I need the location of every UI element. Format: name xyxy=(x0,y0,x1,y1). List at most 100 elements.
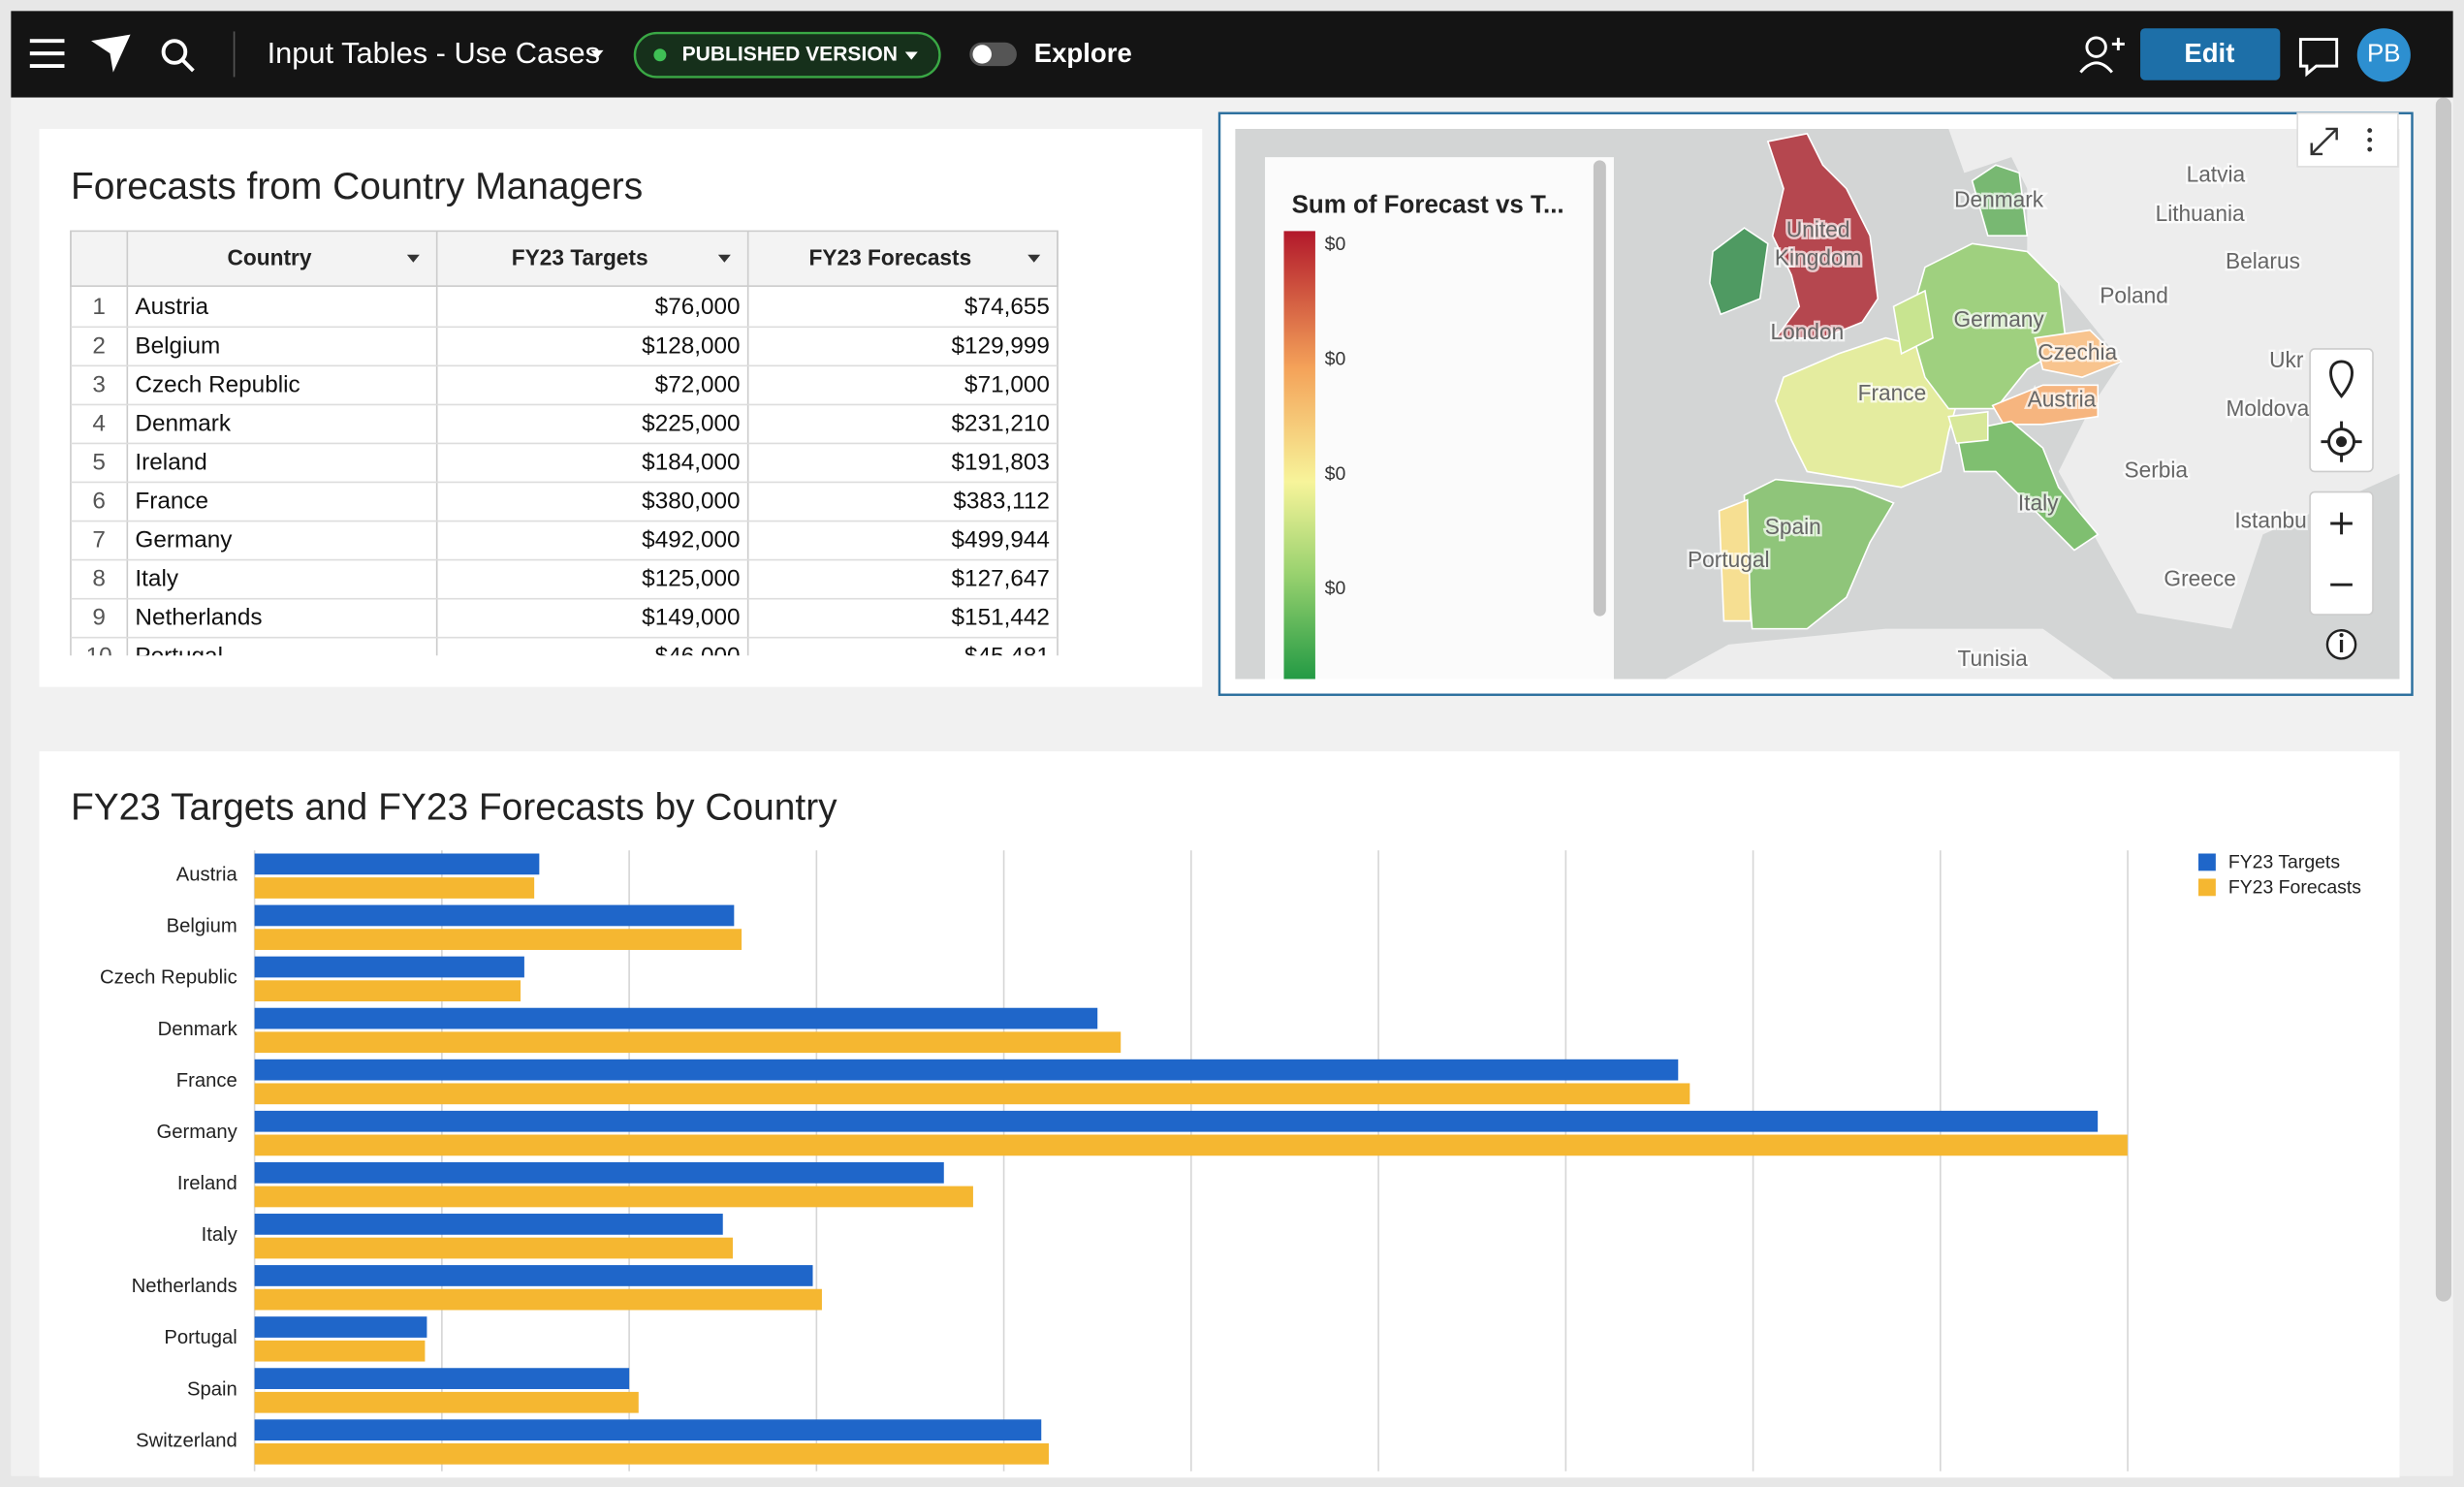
cell: Austria xyxy=(135,294,208,320)
legend-swatch xyxy=(2198,853,2216,871)
legend-label: $0 xyxy=(1325,348,1346,369)
map-legend xyxy=(1265,157,1614,680)
map-label: Latvia xyxy=(2187,162,2246,187)
cell: $492,000 xyxy=(642,527,740,554)
zoom-controls xyxy=(2309,490,2374,616)
pin-button[interactable] xyxy=(2329,360,2353,398)
map: Latvia Lithuania Denmark United Kingdom Londo… xyxy=(1235,128,2400,680)
cell: $127,647 xyxy=(952,566,1050,592)
cell: $46,000 xyxy=(655,644,741,670)
version-caret[interactable] xyxy=(904,51,918,60)
locate-button[interactable] xyxy=(2321,421,2362,462)
zoom-in[interactable] xyxy=(2330,512,2353,535)
legend-gradient xyxy=(1283,231,1315,680)
menu-icon[interactable] xyxy=(29,39,65,69)
search-icon[interactable] xyxy=(161,39,195,73)
legend-label: $0 xyxy=(1325,234,1346,255)
bar xyxy=(254,1186,973,1208)
status-dot xyxy=(653,48,667,62)
bar xyxy=(254,904,735,927)
legend-label: FY23 Forecasts xyxy=(2228,876,2361,898)
map-label: Moldova xyxy=(2226,395,2309,421)
y-tick-label: Ireland xyxy=(177,1173,237,1194)
map-label: Kingdom xyxy=(1775,245,1862,270)
map-label: Italy xyxy=(2018,490,2059,516)
explore-label[interactable]: Explore xyxy=(1034,38,1132,68)
cell: Portugal xyxy=(135,644,223,670)
comment-icon[interactable] xyxy=(2298,38,2339,78)
map-label: Belarus xyxy=(2226,248,2300,273)
column-menu[interactable] xyxy=(717,254,731,263)
legend-scrollbar[interactable] xyxy=(1593,160,1606,617)
y-tick-label: Portugal xyxy=(164,1327,237,1348)
bar xyxy=(254,1214,723,1235)
row-number: 2 xyxy=(92,332,106,359)
row-number: 10 xyxy=(86,644,112,670)
cell: $149,000 xyxy=(642,605,740,631)
edit-label[interactable]: Edit xyxy=(2184,38,2234,68)
cell: Belgium xyxy=(135,332,220,359)
title-caret[interactable] xyxy=(590,49,604,58)
version-pill[interactable] xyxy=(633,31,941,79)
scrollbar[interactable] xyxy=(2435,97,2452,1302)
legend-swatch xyxy=(2198,878,2216,897)
map-label: Serbia xyxy=(2124,457,2188,482)
cell: Ireland xyxy=(135,449,206,475)
column-menu[interactable] xyxy=(1027,254,1041,263)
row-number: 1 xyxy=(92,294,106,320)
expand-icon[interactable] xyxy=(2310,127,2338,156)
version-label[interactable]: PUBLISHED VERSION xyxy=(682,43,898,65)
map-label: France xyxy=(1858,380,1927,405)
cell: Italy xyxy=(135,566,178,592)
map-label: London xyxy=(1770,319,1844,344)
map-label: Lithuania xyxy=(2156,201,2245,226)
bar xyxy=(254,1134,2128,1156)
bar xyxy=(254,1110,2099,1132)
map-label: United xyxy=(1786,216,1850,241)
column-header: Country xyxy=(228,245,312,270)
logo[interactable] xyxy=(91,34,131,73)
cell: $45,481 xyxy=(964,644,1050,670)
map-toolbar xyxy=(2296,111,2399,168)
y-tick-label: Germany xyxy=(157,1122,238,1143)
cell: $231,210 xyxy=(952,410,1050,436)
bar xyxy=(254,1007,1098,1029)
y-tick-label: Czech Republic xyxy=(100,967,237,989)
bar xyxy=(254,1161,944,1184)
doc-title[interactable]: Input Tables - Use Cases xyxy=(268,36,600,70)
share-icon[interactable] xyxy=(2079,36,2125,74)
cell: $128,000 xyxy=(642,332,740,359)
bar xyxy=(254,1442,1049,1465)
bar xyxy=(254,1419,1042,1441)
land xyxy=(1665,128,2400,680)
legend-label: FY23 Targets xyxy=(2228,851,2341,872)
bar xyxy=(254,1237,733,1259)
map-label: Spain xyxy=(1765,514,1821,539)
edit-button[interactable] xyxy=(2140,28,2281,80)
cell: $129,999 xyxy=(952,332,1050,359)
table: Country FY23 Targets FY23 Forecasts 1 Austri… xyxy=(70,230,1058,670)
info-icon[interactable] xyxy=(2325,629,2357,660)
cell: $380,000 xyxy=(642,489,740,515)
map-label: Austria xyxy=(2028,386,2097,411)
chart-title: FY23 Targets and FY23 Forecasts by Count… xyxy=(71,786,837,828)
cell: $71,000 xyxy=(964,371,1050,397)
bar xyxy=(254,1083,1690,1105)
map-label: Istanbu xyxy=(2234,507,2306,532)
cell: $184,000 xyxy=(642,449,740,475)
bar xyxy=(254,1059,1679,1081)
column-header: FY23 Forecasts xyxy=(809,245,972,270)
bar xyxy=(254,1031,1121,1054)
cell: Germany xyxy=(135,527,233,554)
countries xyxy=(1709,132,2124,630)
toggle-knob xyxy=(972,45,992,64)
cell: $499,944 xyxy=(952,527,1050,554)
column-menu[interactable] xyxy=(406,254,420,263)
avatar-initials[interactable]: PB xyxy=(2367,41,2401,68)
more-icon[interactable] xyxy=(2367,128,2373,152)
y-tick-label: Austria xyxy=(176,865,238,886)
avatar[interactable] xyxy=(2356,28,2411,82)
map-label: Czechia xyxy=(2038,339,2117,364)
